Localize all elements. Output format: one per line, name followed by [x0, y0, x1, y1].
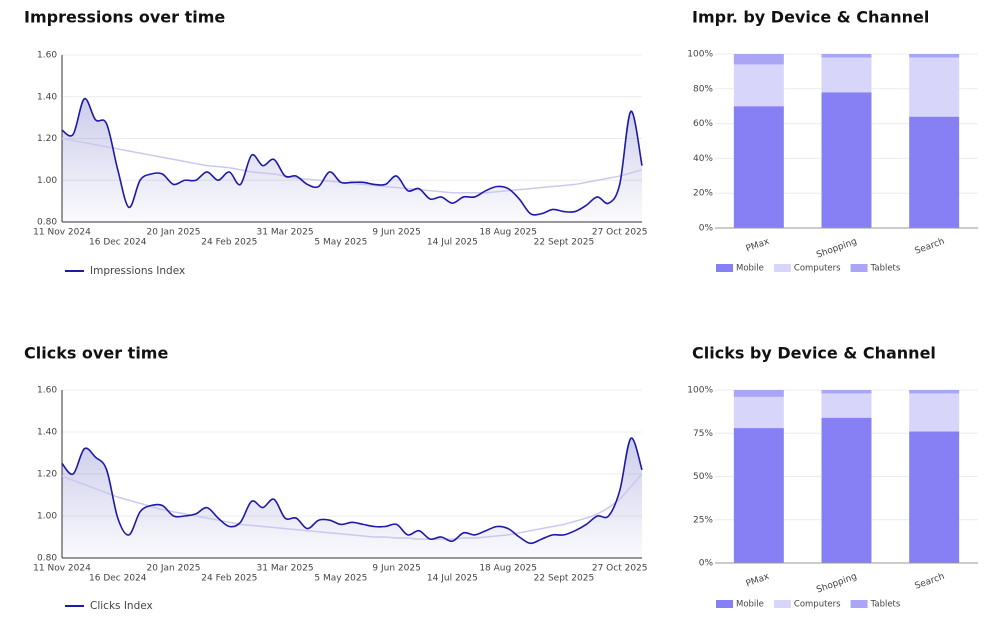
bar-segment — [733, 428, 784, 563]
x-tick-label: 5 May 2025 — [314, 238, 367, 248]
y-tick-label: 1.40 — [37, 92, 57, 102]
x-tick-label: 14 Jul 2025 — [427, 574, 478, 584]
chart-title: Clicks by Device & Channel — [692, 344, 936, 363]
chart-title: Impr. by Device & Channel — [692, 8, 929, 27]
bar-segment — [909, 390, 960, 394]
bar-segment — [909, 57, 960, 117]
x-tick-label: 22 Sept 2025 — [534, 574, 595, 584]
bar-segment — [821, 92, 872, 228]
bar-segment — [733, 54, 784, 65]
legend-swatch — [716, 264, 733, 272]
x-tick-label: 11 Nov 2024 — [33, 228, 91, 238]
y-tick-label: 0.80 — [37, 218, 57, 228]
x-tick-label: Shopping — [815, 237, 858, 261]
x-tick-label: 18 Aug 2025 — [479, 228, 537, 238]
x-tick-label: 9 Jun 2025 — [372, 228, 420, 238]
legend-label: Tablets — [870, 600, 901, 610]
x-tick-label: 14 Jul 2025 — [427, 238, 478, 248]
x-tick-label: 18 Aug 2025 — [479, 564, 537, 574]
x-tick-label: 9 Jun 2025 — [372, 564, 420, 574]
trend-line — [61, 137, 643, 194]
area — [62, 438, 642, 558]
line — [61, 98, 643, 216]
bar-segment — [821, 393, 872, 418]
x-tick-label: 27 Oct 2025 — [592, 228, 648, 238]
y-tick-label: 1.60 — [37, 51, 57, 61]
y-tick-label: 75% — [693, 429, 713, 439]
x-tick-label: PMax — [745, 572, 772, 590]
legend-swatch — [850, 600, 868, 608]
y-tick-label: 1.00 — [37, 512, 57, 522]
legend-label: Tablets — [870, 264, 901, 274]
bar-segment — [909, 54, 960, 58]
legend-label: Impressions Index — [90, 265, 185, 277]
bar-segment — [733, 106, 784, 228]
bar-segment — [909, 431, 960, 563]
bar-segment — [733, 64, 784, 107]
y-tick-label: 1.20 — [37, 470, 57, 480]
x-tick-label: PMax — [745, 237, 772, 255]
legend-label: Computers — [794, 600, 841, 610]
legend-label: Mobile — [736, 600, 764, 610]
x-tick-label: 22 Sept 2025 — [534, 238, 595, 248]
x-tick-label: 16 Dec 2024 — [89, 238, 147, 248]
bar-segment — [821, 390, 872, 394]
area — [62, 98, 642, 222]
y-tick-label: 1.60 — [37, 386, 57, 396]
legend-label: Clicks Index — [90, 600, 153, 612]
y-tick-label: 0% — [699, 224, 714, 234]
legend-label: Computers — [794, 264, 841, 274]
bar-segment — [821, 54, 872, 58]
x-tick-label: 31 Mar 2025 — [257, 564, 314, 574]
chart-title: Impressions over time — [24, 8, 225, 27]
y-tick-label: 50% — [693, 472, 713, 482]
x-tick-label: 11 Nov 2024 — [33, 564, 91, 574]
legend-swatch — [773, 600, 791, 608]
y-tick-label: 1.00 — [37, 176, 57, 186]
bar-segment — [821, 417, 872, 563]
x-tick-label: 27 Oct 2025 — [592, 564, 648, 574]
x-tick-label: 5 May 2025 — [314, 574, 367, 584]
y-tick-label: 1.40 — [37, 428, 57, 438]
x-tick-label: 20 Jan 2025 — [147, 564, 201, 574]
x-tick-label: Search — [914, 572, 946, 592]
y-tick-label: 20% — [693, 189, 713, 199]
trend-line — [61, 473, 643, 540]
y-tick-label: 100% — [687, 50, 713, 60]
x-tick-label: 20 Jan 2025 — [147, 228, 201, 238]
legend-swatch — [716, 600, 733, 608]
legend-swatch — [773, 264, 791, 272]
x-tick-label: 31 Mar 2025 — [257, 228, 314, 238]
x-tick-label: Search — [914, 237, 946, 257]
line — [61, 437, 643, 545]
y-tick-label: 0.80 — [37, 554, 57, 564]
y-tick-label: 1.20 — [37, 134, 57, 144]
x-tick-label: 24 Feb 2025 — [201, 574, 257, 584]
chart-title: Clicks over time — [24, 344, 168, 363]
y-tick-label: 25% — [693, 515, 713, 525]
bar-segment — [909, 116, 960, 228]
legend-label: Mobile — [736, 264, 764, 274]
y-tick-label: 60% — [693, 119, 713, 129]
y-tick-label: 0% — [699, 559, 714, 569]
bar-segment — [821, 57, 872, 93]
x-tick-label: 24 Feb 2025 — [201, 238, 257, 248]
bar-segment — [733, 390, 784, 397]
y-tick-label: 80% — [693, 84, 713, 94]
y-tick-label: 40% — [693, 154, 713, 164]
legend-swatch — [850, 264, 868, 272]
bar-segment — [733, 396, 784, 429]
x-tick-label: 16 Dec 2024 — [89, 574, 147, 584]
x-tick-label: Shopping — [815, 572, 858, 596]
bar-segment — [909, 393, 960, 432]
y-tick-label: 100% — [687, 386, 713, 396]
